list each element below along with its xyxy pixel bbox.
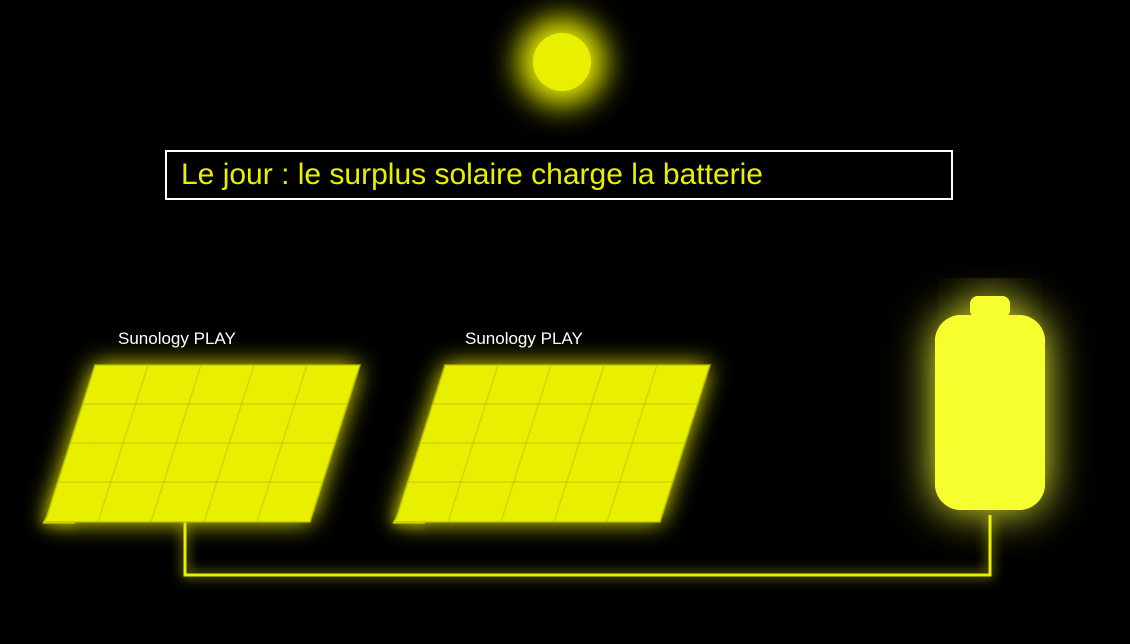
title-text: Le jour : le surplus solaire charge la b…	[181, 158, 763, 192]
diagram-svg	[0, 0, 1130, 644]
connectors	[185, 430, 990, 575]
sun-icon	[533, 33, 591, 91]
panel-label-1: Sunology PLAY	[118, 329, 236, 349]
panel-label-2: Sunology PLAY	[465, 329, 583, 349]
battery-icon	[935, 296, 1045, 510]
title-box: Le jour : le surplus solaire charge la b…	[165, 150, 953, 200]
diagram-canvas: Le jour : le surplus solaire charge la b…	[0, 0, 1130, 644]
solar-panel-2	[395, 365, 710, 522]
solar-panel-1	[45, 365, 360, 522]
